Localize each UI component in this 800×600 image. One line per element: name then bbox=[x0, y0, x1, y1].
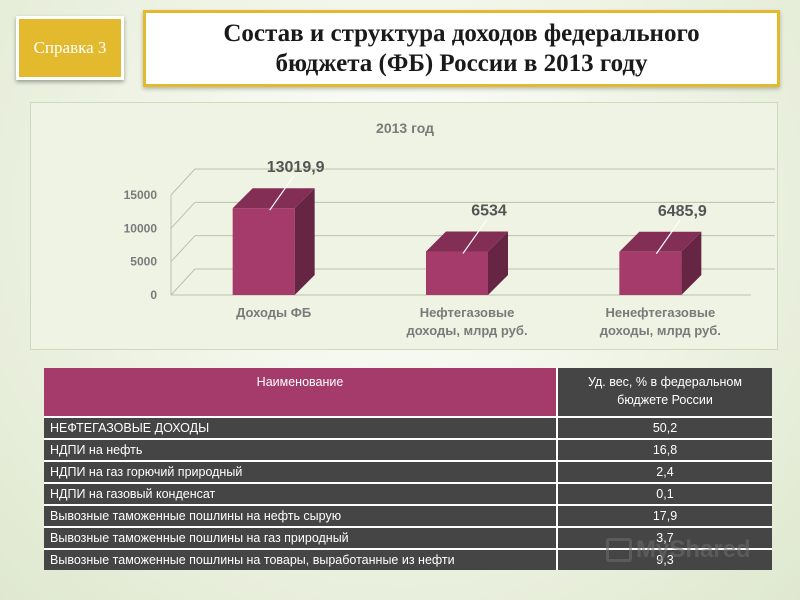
data-label-leader bbox=[269, 175, 295, 211]
bar-top bbox=[619, 231, 702, 252]
data-label: 6485,9 bbox=[658, 203, 707, 220]
bar-chart: 0 5000 10000 15000 2013 год 13019,9 Доходы ФБ 6… bbox=[124, 120, 775, 338]
row-name: НДПИ на газ горючий природный bbox=[44, 460, 556, 482]
row-name: Вывозные таможенные пошлины на товары, в… bbox=[44, 548, 556, 570]
y-tick-label: 0 bbox=[150, 288, 157, 302]
gridline-diagonal bbox=[170, 201, 196, 229]
bar-side bbox=[294, 188, 315, 295]
bar-side bbox=[681, 231, 702, 295]
gridline-diagonal bbox=[170, 268, 196, 296]
bar-top bbox=[426, 231, 508, 252]
chart-panel: 0 5000 10000 15000 2013 год 13019,9 Доходы ФБ 6… bbox=[30, 102, 778, 350]
x-category-label: Ненефтегазовые bbox=[605, 305, 715, 320]
reference-badge: Справка 3 bbox=[16, 16, 124, 80]
x-category-label: Доходы ФБ bbox=[236, 305, 311, 320]
row-value: 0,1 bbox=[556, 482, 772, 504]
header-value-line-2: бюджете России bbox=[617, 393, 713, 407]
bar-top bbox=[232, 188, 315, 209]
bar bbox=[426, 251, 488, 295]
row-value: 2,4 bbox=[556, 460, 772, 482]
table-row: Вывозные таможенные пошлины на нефть сыр… bbox=[44, 504, 772, 526]
gridline-diagonal bbox=[170, 168, 196, 196]
table-row: Вывозные таможенные пошлины на газ приро… bbox=[44, 526, 772, 548]
row-name: НДПИ на нефть bbox=[44, 438, 556, 460]
row-value: 17,9 bbox=[556, 504, 772, 526]
gridline-diagonal bbox=[170, 235, 196, 263]
title-box: Состав и структура доходов федерального … bbox=[143, 10, 780, 87]
page-title-line-2: бюджета (ФБ) России в 2013 году bbox=[275, 49, 648, 77]
x-category-label: доходы, млрд руб. bbox=[406, 323, 527, 338]
data-label: 6534 bbox=[471, 202, 507, 219]
table-header-row: Наименование Уд. вес, % в федеральном бю… bbox=[44, 368, 772, 416]
data-label: 13019,9 bbox=[267, 159, 325, 176]
row-name: Вывозные таможенные пошлины на нефть сыр… bbox=[44, 504, 556, 526]
row-name: НДПИ на газовый конденсат bbox=[44, 482, 556, 504]
table-row: Вывозные таможенные пошлины на товары, в… bbox=[44, 548, 772, 570]
y-tick-label: 15000 bbox=[124, 188, 158, 202]
y-tick-label: 10000 bbox=[124, 221, 158, 235]
row-value: 3,7 bbox=[556, 526, 772, 548]
row-name: НЕФТЕГАЗОВЫЕ ДОХОДЫ bbox=[44, 416, 556, 438]
watermark-text: MyShared bbox=[636, 536, 751, 563]
row-value: 9,3 bbox=[556, 548, 772, 570]
x-category-label: Нефтегазовые bbox=[420, 305, 515, 320]
data-label-leader bbox=[655, 219, 681, 255]
table-row: НЕФТЕГАЗОВЫЕ ДОХОДЫ 50,2 bbox=[44, 416, 772, 438]
badge-label: Справка 3 bbox=[33, 38, 107, 57]
row-value: 16,8 bbox=[556, 438, 772, 460]
header-value: Уд. вес, % в федеральном бюджете России bbox=[556, 368, 772, 416]
presentation-icon bbox=[606, 538, 632, 562]
table-row: НДПИ на газовый конденсат 0,1 bbox=[44, 482, 772, 504]
header-name: Наименование bbox=[44, 368, 556, 416]
chart-title: 2013 год bbox=[376, 120, 434, 136]
revenue-structure-table: Наименование Уд. вес, % в федеральном бю… bbox=[44, 368, 772, 570]
header-value-line-1: Уд. вес, % в федеральном bbox=[588, 375, 742, 389]
row-name: Вывозные таможенные пошлины на газ приро… bbox=[44, 526, 556, 548]
row-value: 50,2 bbox=[556, 416, 772, 438]
y-tick-label: 5000 bbox=[130, 255, 157, 269]
data-label-leader bbox=[462, 219, 488, 254]
bar bbox=[232, 208, 295, 295]
table-row: НДПИ на газ горючий природный 2,4 bbox=[44, 460, 772, 482]
bar bbox=[619, 251, 682, 295]
bar-side bbox=[488, 231, 508, 295]
watermark: MyShared bbox=[606, 536, 751, 564]
page-title-line-1: Состав и структура доходов федерального bbox=[223, 19, 700, 47]
table-row: НДПИ на нефть 16,8 bbox=[44, 438, 772, 460]
x-category-label: доходы, млрд руб. bbox=[600, 323, 721, 338]
